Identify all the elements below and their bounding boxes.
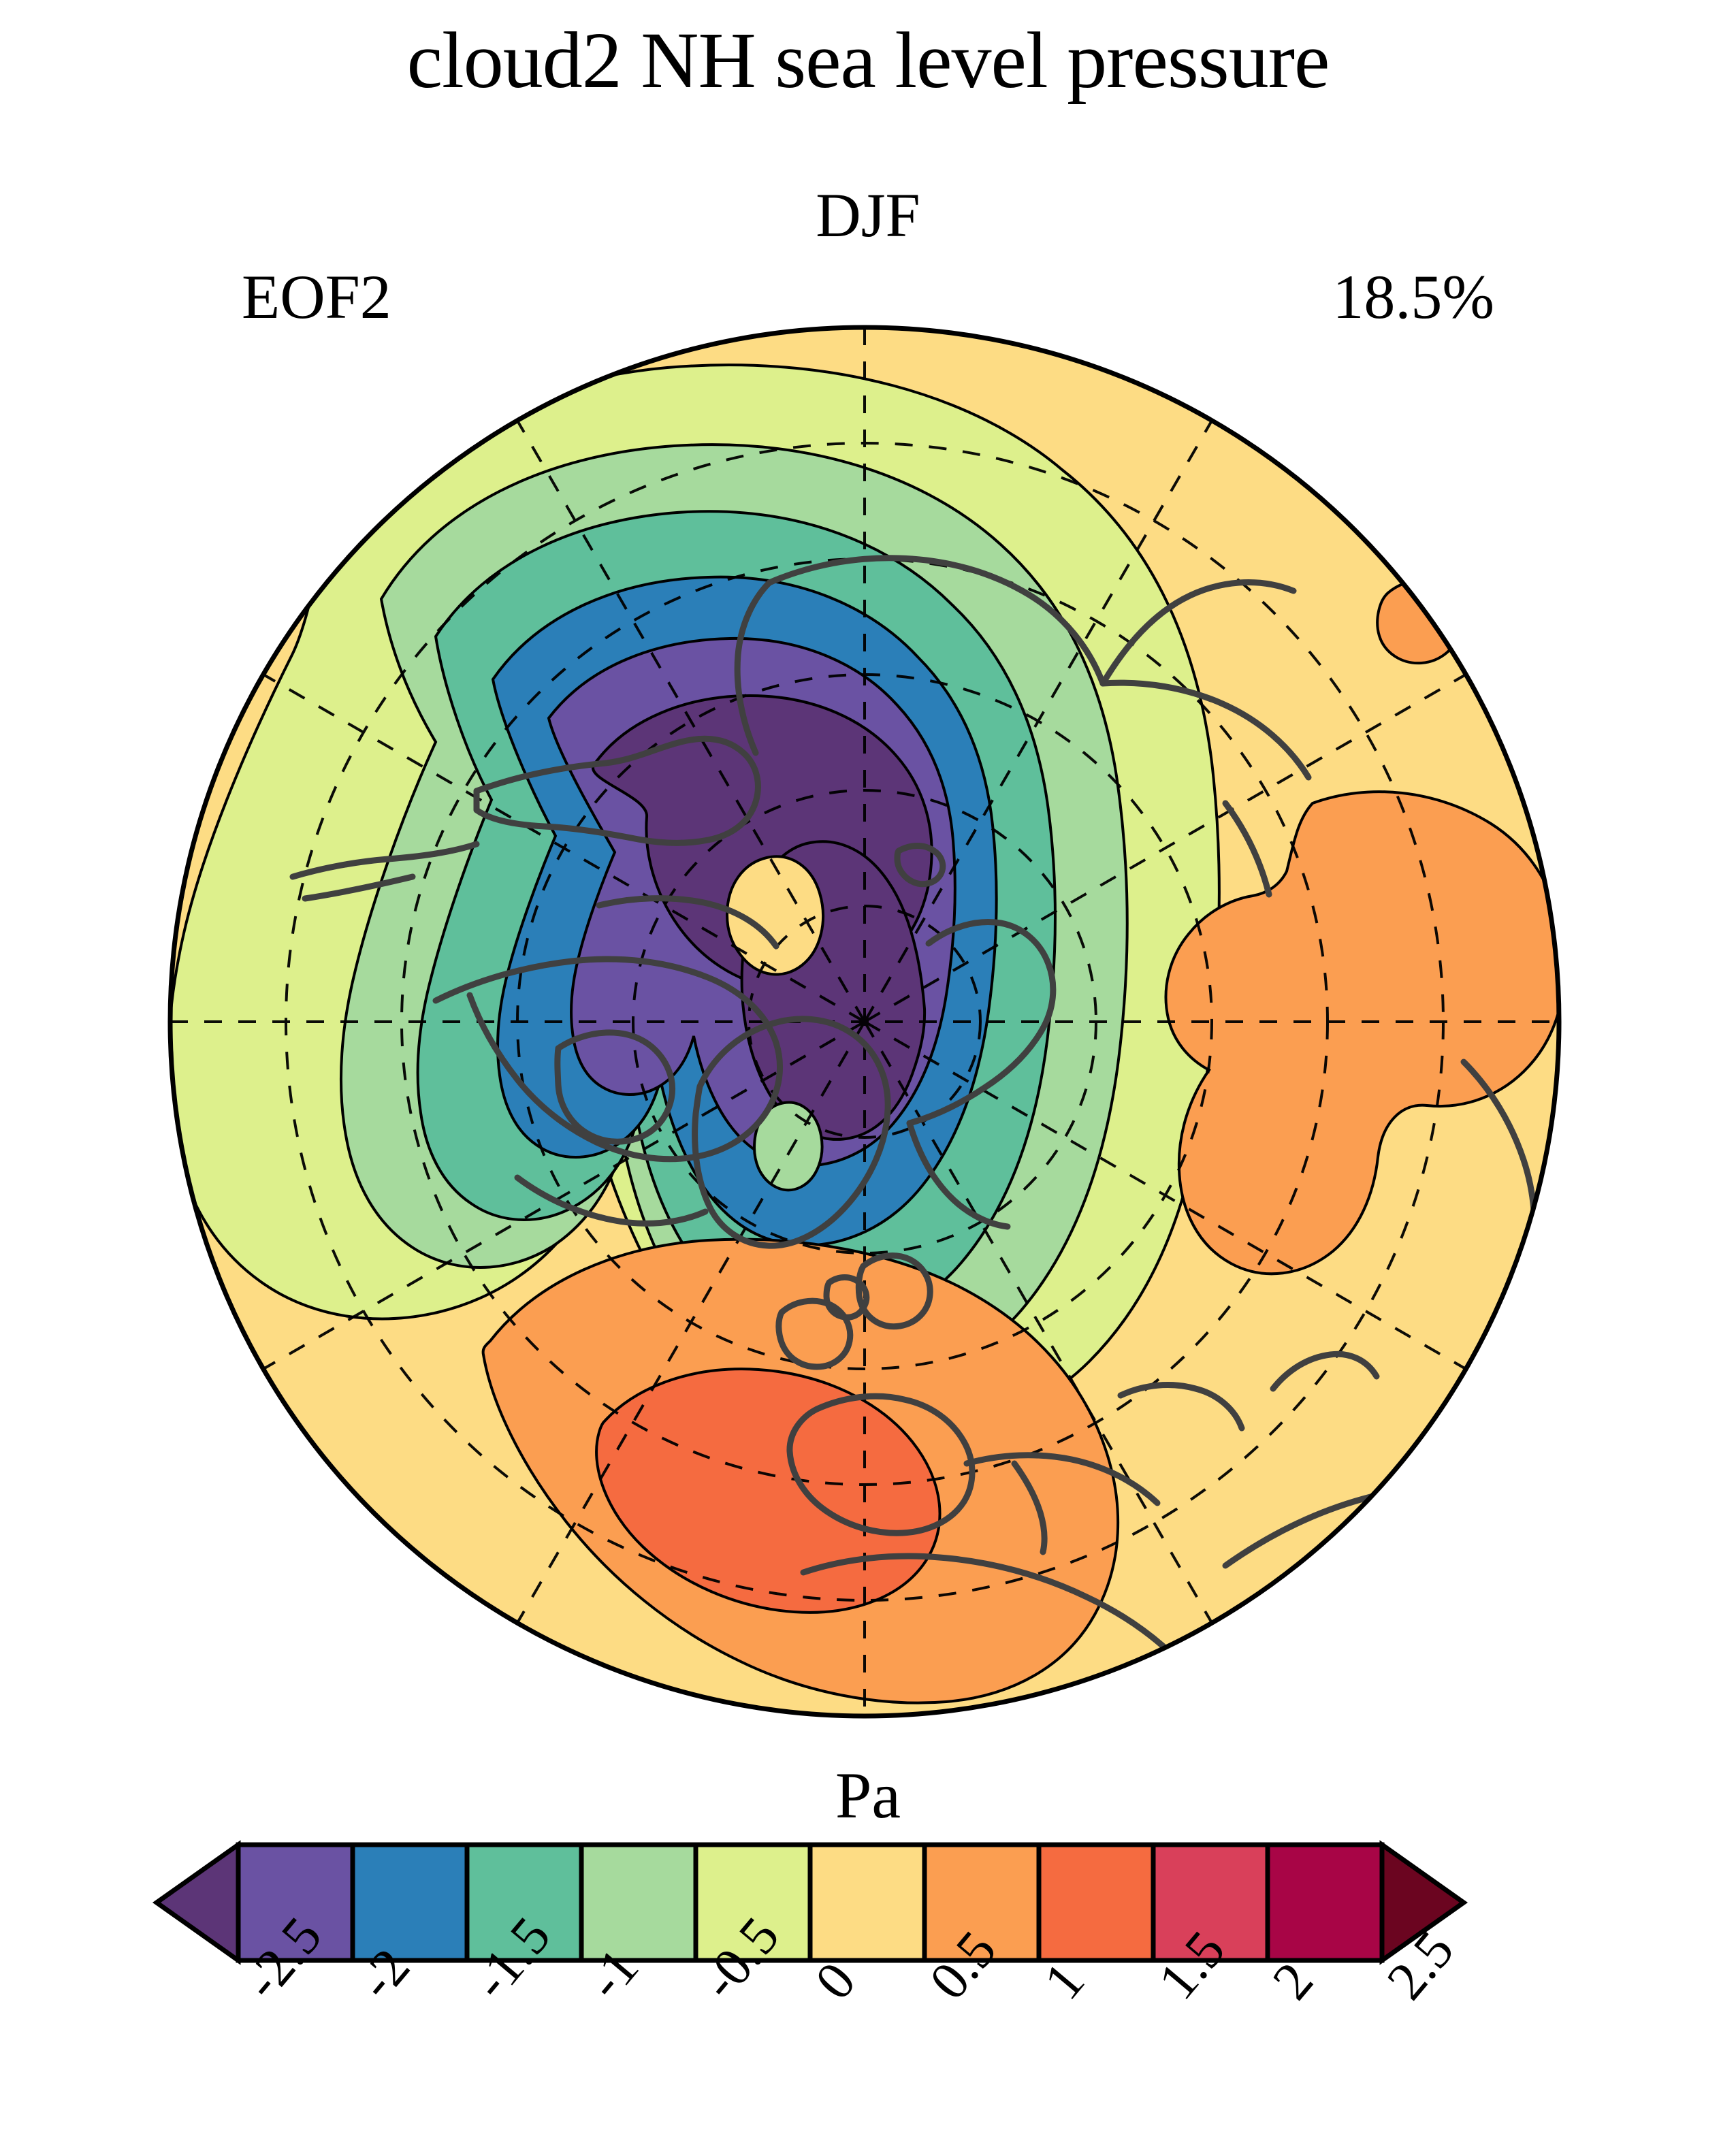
colorbar-segment-7[interactable] <box>922 1842 1042 1963</box>
coastline-greenland <box>692 1016 891 1249</box>
coastline-hudson-bay <box>554 1029 675 1145</box>
colorbar-svg[interactable] <box>0 1743 1736 2131</box>
coastline-siberia-arctic <box>1099 679 1312 781</box>
coastline-black-sea <box>1117 1382 1245 1432</box>
coastline-canadian-archipelago <box>596 895 779 950</box>
colorbar-segment-3[interactable] <box>464 1842 584 1963</box>
colorbar-segments[interactable] <box>152 1840 1468 1965</box>
colorbar[interactable] <box>0 1743 1736 2131</box>
meridian-150w <box>516 1020 866 1624</box>
coastline-siberia-ne <box>766 555 1106 687</box>
coastline-siberia-taimyr <box>1099 579 1297 687</box>
coastline-baltic <box>906 1120 1011 1230</box>
coastline-svalbard <box>894 843 946 888</box>
meridian-60e <box>863 673 1467 1023</box>
map-boundary-circle <box>167 325 1562 1719</box>
colorbar-segment-2[interactable] <box>350 1842 470 1963</box>
coastline-caspian <box>1270 1351 1380 1392</box>
coastline-italy <box>1011 1460 1048 1555</box>
coastline-north-america <box>432 956 783 1163</box>
coastline-japan <box>1498 691 1541 764</box>
colorbar-segment-8[interactable] <box>1036 1842 1156 1963</box>
coastline-aleutians-2 <box>302 873 416 902</box>
meridian-60w <box>262 673 866 1023</box>
coastline-iceland <box>775 1297 854 1370</box>
eof-mode-label: EOF2 <box>242 262 391 332</box>
contour-core-azores-high <box>595 1368 942 1614</box>
coastline-aleutians <box>289 841 480 880</box>
meridian-30w <box>516 419 866 1023</box>
page-title: cloud2 NH sea level pressure <box>406 16 1330 105</box>
explained-variance-label: 18.5% <box>1332 262 1494 332</box>
coastline-north-africa <box>800 1553 1192 1675</box>
colorbar-segment-6[interactable] <box>807 1842 927 1963</box>
meridian-30e <box>863 419 1213 1023</box>
coastline-scandinavia <box>906 918 1057 1127</box>
contour-band-0.5-to-1-asia <box>1164 790 1559 1276</box>
meridian-120e <box>863 1020 1467 1370</box>
colorbar-cap-max[interactable] <box>1379 1840 1468 1965</box>
coastline-urals-ob <box>1222 800 1272 898</box>
polar-map <box>167 325 1562 1719</box>
contour-pocket-baffin-positive <box>725 855 824 976</box>
meridian-120w <box>262 1020 866 1370</box>
coastline-ireland <box>823 1274 870 1321</box>
colorbar-segment-1[interactable] <box>236 1842 355 1963</box>
polar-stereographic-plot <box>167 325 1562 1719</box>
coastline-labrador <box>514 1174 709 1227</box>
colorbar-cap-min[interactable] <box>152 1840 241 1965</box>
coastline-alaska <box>473 735 761 846</box>
colorbar-units-label: Pa <box>835 1759 901 1832</box>
coastline-mediterranean-north <box>963 1452 1161 1506</box>
colorbar-segment-10[interactable] <box>1265 1842 1385 1963</box>
coastline-kamchatka <box>734 579 773 756</box>
coastline-iberia-france <box>786 1393 976 1536</box>
season-label: DJF <box>816 180 920 250</box>
